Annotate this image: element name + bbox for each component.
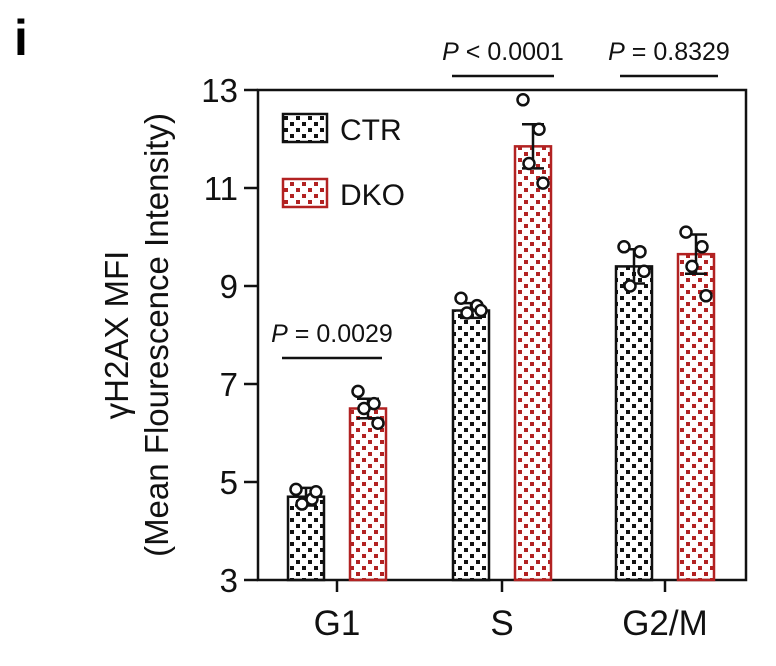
y-axis-title-line2: (Mean Flourescence Intensity) <box>138 113 175 557</box>
data-point <box>309 485 323 499</box>
data-point <box>637 264 651 279</box>
data-point <box>633 244 647 259</box>
data-point <box>522 156 536 171</box>
data-point <box>516 93 530 107</box>
y-tick-label: 3 <box>220 562 238 599</box>
data-point <box>371 416 385 430</box>
data-point <box>474 303 488 318</box>
data-point <box>695 240 709 254</box>
y-axis-title-line1: γH2AX MFI <box>98 251 135 420</box>
significance-label: P < 0.0001 <box>442 38 564 66</box>
bar-ctr <box>286 495 326 582</box>
data-point <box>679 225 693 239</box>
legend-label-ctr: CTR <box>340 114 402 147</box>
data-point <box>351 384 365 399</box>
x-tick-label: S <box>490 604 513 643</box>
data-point <box>623 279 637 293</box>
data-point <box>699 289 713 303</box>
y-tick-label: 11 <box>204 170 238 207</box>
significance-label: P = 0.0029 <box>271 320 393 348</box>
bar-ctr <box>614 265 654 582</box>
significance-label: P = 0.8329 <box>608 38 730 66</box>
data-point <box>295 497 309 511</box>
legend-swatch-ctr <box>281 112 329 144</box>
y-tick-label: 7 <box>220 366 238 403</box>
data-point <box>357 401 371 416</box>
legend-swatch-dko <box>281 177 329 209</box>
data-point <box>454 291 468 305</box>
y-axis-title: γH2AX MFI (Mean Flourescence Intensity) <box>98 113 175 557</box>
bar-ctr <box>451 309 491 582</box>
data-point <box>289 482 303 497</box>
y-tick-label: 9 <box>220 268 238 305</box>
data-point <box>685 259 699 274</box>
data-point <box>617 240 631 254</box>
x-tick-label: G2/M <box>622 604 708 643</box>
panel-letter: i <box>14 10 28 66</box>
bar-dko <box>348 407 388 582</box>
y-tick-label: 13 <box>201 72 238 109</box>
data-point <box>536 176 550 190</box>
plot-area: 3 5 7 9 11 13 G1 S G2/M P = 0.0029 P < 0.0001 P = 0… <box>201 38 748 643</box>
data-point <box>532 122 546 136</box>
bar-dko <box>676 252 716 582</box>
data-point <box>460 306 474 320</box>
bar-dko <box>513 145 553 582</box>
x-tick-label: G1 <box>314 604 361 643</box>
y-tick-label: 5 <box>220 464 238 501</box>
legend-label-dko: DKO <box>340 179 405 212</box>
